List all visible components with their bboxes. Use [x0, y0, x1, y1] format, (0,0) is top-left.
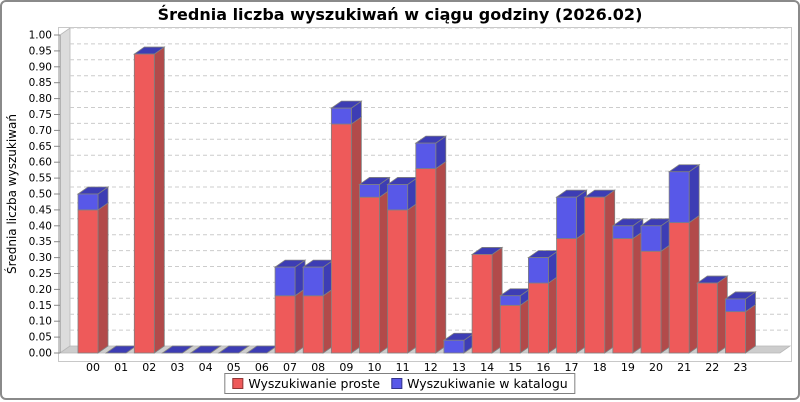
y-tick-label: 0.75 — [29, 109, 52, 121]
y-tick-label: 0.25 — [29, 268, 52, 280]
y-tick-label: 0.05 — [29, 332, 52, 344]
x-tick-label: 11 — [396, 361, 410, 374]
y-tick-label: 0.95 — [29, 45, 52, 57]
x-tick-label: 04 — [199, 361, 213, 374]
bar-hour-22 — [696, 275, 729, 354]
plot-generated: 0.00 0.05 0.10 0.15 0.20 0.25 0.30 0.35 0.40 0.45… — [29, 27, 792, 374]
bar-hour-19 — [611, 218, 645, 354]
bar-hour-09 — [330, 100, 363, 354]
x-tick-label: 07 — [283, 361, 297, 374]
y-tick-label: 0.45 — [29, 204, 52, 216]
y-tick-label: 0.40 — [29, 220, 52, 232]
y-axis: 0.00 0.05 0.10 0.15 0.20 0.25 0.30 0.35 0.40 0.45… — [29, 30, 61, 360]
y-tick-label: 0.90 — [29, 61, 52, 73]
x-tick-label: 08 — [311, 361, 325, 374]
bar-hour-10 — [358, 176, 391, 354]
y-tick-label: 0.15 — [29, 300, 52, 312]
x-tick-label: 06 — [255, 361, 269, 374]
chart-title: Średnia liczba wyszukiwań w ciągu godzin… — [157, 5, 643, 24]
bar-hour-12 — [414, 135, 448, 354]
left-wall-3d — [59, 27, 71, 354]
y-tick-label: 0.55 — [29, 173, 52, 185]
bar-hour-05 — [217, 345, 251, 354]
y-tick-label: 0.60 — [29, 157, 52, 169]
x-tick-label: 12 — [424, 361, 438, 374]
bar-hour-20 — [639, 218, 673, 354]
bar-hour-08 — [301, 259, 335, 354]
x-tick-label: 00 — [86, 361, 100, 374]
y-tick-label: 0.35 — [29, 236, 52, 248]
x-tick-label: 22 — [705, 361, 719, 374]
bar-hour-00 — [76, 186, 110, 354]
y-axis-title: Średnia liczba wyszukiwań — [4, 114, 19, 274]
x-tick-label: 18 — [593, 361, 607, 374]
legend-swatch-wyszukiwanie-proste — [232, 378, 244, 389]
bar-hour-03 — [161, 345, 194, 354]
y-tick-label: 0.65 — [29, 141, 52, 153]
x-tick-label: 01 — [114, 361, 128, 374]
x-tick-label: 05 — [227, 361, 241, 374]
x-tick-label: 15 — [508, 361, 522, 374]
x-tick-label: 14 — [480, 361, 494, 374]
y-tick-label: 0.20 — [29, 284, 52, 296]
bar-hour-13 — [442, 332, 476, 354]
x-tick-label: 10 — [368, 361, 382, 374]
x-tick-label: 02 — [142, 361, 156, 374]
y-tick-label: 0.10 — [29, 316, 52, 328]
y-tick-label: 0.50 — [29, 189, 52, 201]
zero-tile — [189, 345, 222, 354]
y-tick-label: 0.30 — [29, 252, 52, 264]
bar-hour-14 — [470, 246, 504, 354]
x-tick-label: 23 — [733, 361, 747, 374]
x-tick-label: 21 — [677, 361, 691, 374]
bar-hour-21 — [667, 163, 701, 354]
legend-label-wyszukiwanie-proste: Wyszukiwanie proste — [248, 376, 381, 391]
x-axis-labels: 00 01 02 03 04 05 06 07 08 09 10 11 12 13 14 15 16 17 18 19… — [86, 361, 747, 374]
bar-hour-16 — [527, 249, 560, 354]
bar-hour-02 — [133, 46, 166, 354]
x-tick-label: 03 — [170, 361, 184, 374]
bars — [76, 46, 757, 354]
zero-tile — [161, 345, 194, 354]
zero-tile — [217, 345, 251, 354]
bar-hour-23 — [724, 291, 757, 354]
x-tick-label: 09 — [339, 361, 353, 374]
bar-hour-04 — [189, 345, 222, 354]
bar-hour-07 — [273, 259, 307, 354]
y-tick-label: 1.00 — [29, 30, 52, 42]
x-tick-label: 19 — [621, 361, 635, 374]
x-tick-label: 20 — [649, 361, 663, 374]
legend-swatch-wyszukiwanie-w-katalogu — [391, 378, 403, 389]
x-tick-label: 17 — [565, 361, 579, 374]
y-tick-label: 0.00 — [29, 348, 52, 360]
y-tick-label: 0.85 — [29, 77, 52, 89]
y-tick-label: 0.80 — [29, 93, 52, 105]
x-tick-label: 13 — [452, 361, 466, 374]
bar-hour-18 — [583, 189, 616, 354]
bar-hour-17 — [555, 189, 588, 354]
legend-label-wyszukiwanie-w-katalogu: Wyszukiwanie w katalogu — [407, 376, 568, 391]
bar-hour-15 — [498, 287, 532, 354]
x-tick-label: 16 — [536, 361, 550, 374]
legend: Wyszukiwanie proste Wyszukiwanie w katal… — [224, 373, 576, 394]
y-tick-label: 0.70 — [29, 125, 52, 137]
bar-hour-11 — [386, 176, 419, 354]
